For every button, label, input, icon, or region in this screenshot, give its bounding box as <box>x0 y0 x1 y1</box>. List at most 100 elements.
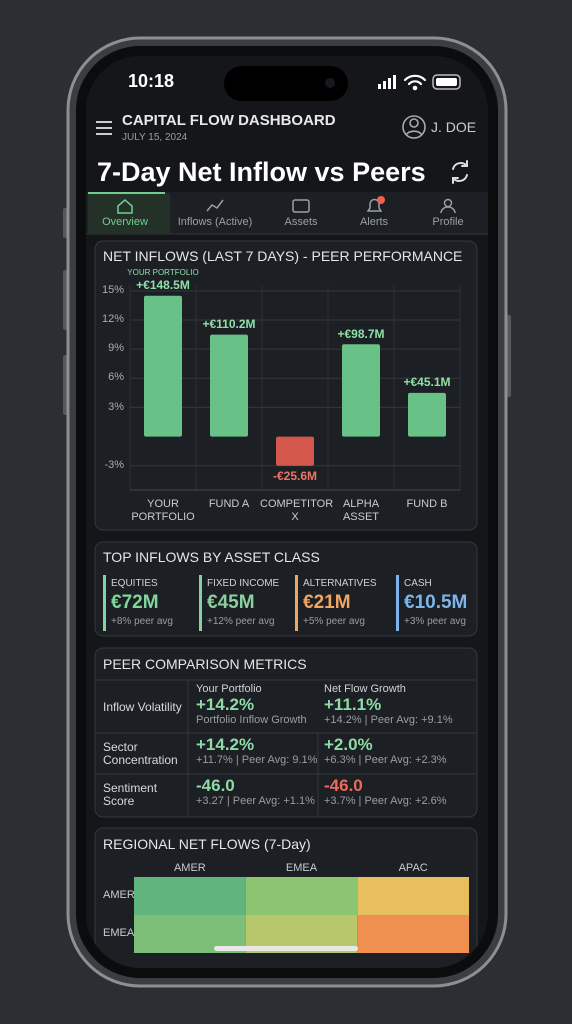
metric-value: +14.2% <box>196 695 255 715</box>
metric-value: +2.0% <box>324 735 373 755</box>
profile-icon-body <box>440 206 456 214</box>
heat-cell <box>245 877 358 915</box>
heat-row-label: EMEA <box>103 927 135 940</box>
metric-note: +6.3% | Peer Avg: +2.3% <box>324 754 447 767</box>
bar-label: +€98.7M <box>337 326 385 341</box>
asset-name: CASH <box>404 577 432 589</box>
bar-label: +€45.1M <box>403 375 451 390</box>
trend-icon <box>206 199 224 212</box>
metric-note: +14.2% | Peer Avg: +9.1% <box>324 714 453 727</box>
tab-label[interactable]: Inflows (Active) <box>177 216 253 229</box>
heat-column-label: EMEA <box>285 862 318 875</box>
user-name[interactable]: J. DOE <box>431 119 477 136</box>
metric-note: +3.27 | Peer Avg: +1.1% <box>196 795 315 808</box>
bar <box>144 295 182 437</box>
asset-accent <box>199 575 202 631</box>
dynamic-island <box>224 66 348 101</box>
wallet-icon <box>292 199 310 213</box>
asset-accent <box>103 575 106 631</box>
heat-cell <box>357 877 469 915</box>
heat-row-label: AMER <box>103 889 135 902</box>
bar <box>408 392 446 437</box>
asset-name: EQUITIES <box>111 577 158 589</box>
home-indicator <box>214 946 358 951</box>
asset-note: +8% peer avg <box>111 615 173 627</box>
column-header: Net Flow Growth <box>324 683 406 696</box>
status-time: 10:18 <box>128 70 175 91</box>
bell-icon <box>366 198 383 212</box>
row-label: Sentiment Score <box>103 780 158 809</box>
wifi-icon <box>403 74 427 91</box>
y-tick-label: 12% <box>101 313 124 326</box>
metric-note: +11.7% | Peer Avg: 9.1% <box>196 754 318 767</box>
x-tick-label: COMPETITOR X <box>260 498 334 523</box>
y-tick-label: 15% <box>101 284 124 297</box>
asset-note: +12% peer avg <box>207 615 275 627</box>
metric-value: -46.0 <box>196 776 235 796</box>
heat-cell <box>357 915 469 953</box>
metric-value: +11.1% <box>324 695 382 715</box>
bar <box>210 334 248 437</box>
bar-label: -€25.6M <box>272 469 318 484</box>
y-tick-label: -3% <box>104 458 124 471</box>
column-header: Your Portfolio <box>196 683 262 696</box>
asset-accent <box>295 575 298 631</box>
alert-badge <box>377 196 385 204</box>
asset-value: €10.5M <box>404 592 468 614</box>
annotation: YOUR PORTFOLIO <box>127 267 199 277</box>
x-tick-label: FUND A <box>208 498 250 511</box>
header-date: JULY 15, 2024 <box>122 131 188 143</box>
metric-value: +14.2% <box>196 735 255 755</box>
y-tick-label: 9% <box>108 342 124 355</box>
user-icon[interactable] <box>402 115 426 139</box>
row-label: Sector Concentration <box>103 739 178 768</box>
refresh-icon[interactable] <box>452 160 468 184</box>
heat-column-label: AMER <box>173 862 206 875</box>
tab-label[interactable]: Profile <box>432 216 464 229</box>
asset-note: +3% peer avg <box>404 615 466 627</box>
bar-label: +€148.5M <box>136 278 190 293</box>
tab-icons <box>117 198 456 214</box>
asset-value: €45M <box>207 592 255 614</box>
menu-icon[interactable] <box>96 121 112 135</box>
chart-title: NET INFLOWS (LAST 7 DAYS) - PEER PERFORM… <box>103 248 463 265</box>
bar-label: +€110.2M <box>202 317 256 332</box>
bar <box>342 344 380 437</box>
asset-name: ALTERNATIVES <box>303 577 377 589</box>
tab-label[interactable]: Alerts <box>359 216 389 229</box>
battery-icon <box>432 74 461 90</box>
x-tick-label: FUND B <box>406 498 448 511</box>
battery-level <box>436 78 457 86</box>
home-icon <box>117 199 133 214</box>
y-tick-label: 3% <box>108 400 124 413</box>
tab-label[interactable]: Assets <box>284 216 318 229</box>
card <box>94 541 478 637</box>
x-tick-label: ALPHA ASSET <box>342 498 380 523</box>
asset-value: €72M <box>111 592 159 614</box>
asset-accent <box>396 575 399 631</box>
metric-value: -46.0 <box>324 776 363 796</box>
row-label: Inflow Volatility <box>103 699 182 714</box>
tab-label[interactable]: Overview <box>102 216 148 229</box>
asset-note: +5% peer avg <box>303 615 365 627</box>
heat-cell <box>134 877 246 915</box>
metric-note: Portfolio Inflow Growth <box>196 714 307 727</box>
card <box>94 240 478 531</box>
camera <box>325 78 335 88</box>
y-tick-label: 6% <box>108 371 124 384</box>
signal-icon <box>378 75 396 89</box>
section-title: REGIONAL NET FLOWS (7-Day) <box>103 836 311 853</box>
asset-name: FIXED INCOME <box>207 577 280 589</box>
section-title: TOP INFLOWS BY ASSET CLASS <box>103 549 320 566</box>
app-title: CAPITAL FLOW DASHBOARD <box>122 111 336 129</box>
heat-column-label: APAC <box>398 862 428 875</box>
section-title: PEER COMPARISON METRICS <box>103 656 307 673</box>
x-tick-label: YOUR PORTFOLIO <box>131 498 195 523</box>
asset-value: €21M <box>303 592 351 614</box>
page-title: 7-Day Net Inflow vs Peers <box>97 157 426 188</box>
metric-note: +3.7% | Peer Avg: +2.6% <box>324 795 447 808</box>
bar <box>276 436 314 466</box>
